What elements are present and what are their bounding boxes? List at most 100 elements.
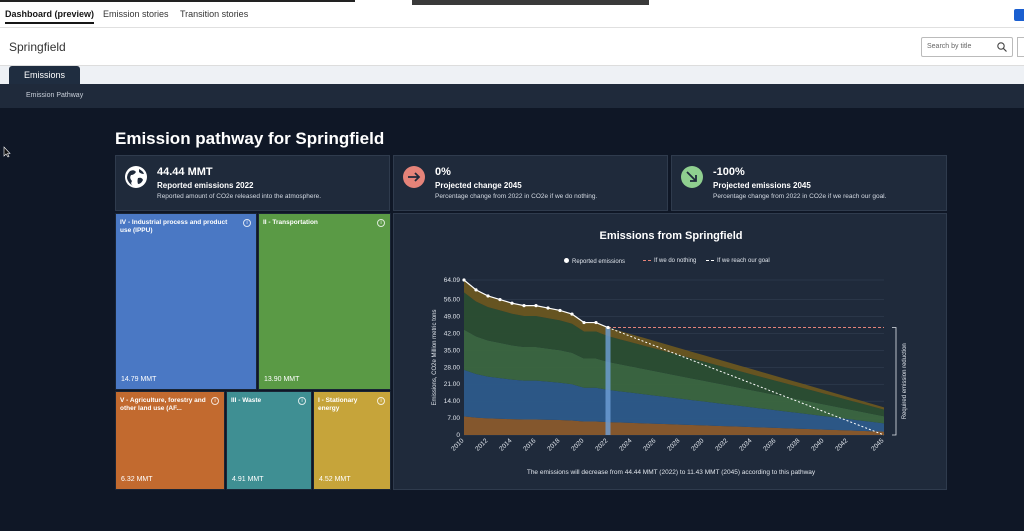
legend-goal[interactable]: If we reach our goal	[706, 258, 770, 264]
x-tick-label: 2020	[570, 437, 585, 452]
kpi-desc: Reported amount of CO2e released into th…	[157, 193, 322, 200]
sector-value: 14.79 MMT	[121, 376, 157, 383]
mouse-cursor-icon	[3, 146, 11, 158]
reported-point	[510, 301, 514, 305]
reported-point	[474, 288, 478, 292]
legend-do-nothing[interactable]: If we do nothing	[643, 258, 696, 264]
legend-label: If we do nothing	[654, 258, 697, 264]
chart-title: Emissions from Springfield	[599, 230, 743, 242]
emission-series-area	[464, 416, 884, 435]
x-tick-label: 2034	[738, 437, 753, 452]
sector-name: III - Waste	[231, 397, 262, 404]
kpi-value: -100%	[713, 166, 745, 178]
legend-reported[interactable]: Reported emissions	[564, 258, 625, 265]
x-tick-label: 2022	[594, 437, 609, 452]
sector-tile-ippu[interactable]: IV - Industrial process and product use …	[115, 213, 257, 390]
emission-series-area	[464, 329, 884, 424]
search-icon	[997, 42, 1007, 52]
info-icon[interactable]: i	[298, 397, 306, 405]
sector-tile-transportation[interactable]: II - Transportation i 13.90 MMT	[258, 213, 391, 390]
top-nav-bar: Dashboard (preview) Emission stories Tra…	[0, 0, 1024, 28]
filter-button[interactable]	[1017, 37, 1024, 57]
reported-point	[486, 294, 490, 298]
sector-name: I - Stationary energy	[318, 397, 358, 412]
emission-series-area	[464, 280, 884, 410]
reported-point	[522, 304, 526, 308]
kpi-value: 0%	[435, 166, 451, 178]
kpi-reported-emissions: 44.44 MMT Reported emissions 2022 Report…	[115, 155, 390, 211]
sector-value: 13.90 MMT	[264, 376, 300, 383]
emissions-area-chart: 0 7.00 14.00 21.00 28.00 35.00 42.00 49.00 56.00…	[432, 277, 908, 453]
sector-name: II - Transportation	[263, 219, 318, 226]
reported-point	[534, 304, 538, 308]
sector-tile-waste[interactable]: III - Waste i 4.91 MMT	[226, 391, 312, 490]
top-edge-strip	[0, 0, 355, 2]
legend-dash-icon	[706, 259, 714, 261]
y-tick-label: 0	[456, 432, 460, 439]
window-chrome-strip	[412, 0, 649, 5]
nav-emission-stories[interactable]: Emission stories	[103, 9, 169, 19]
y-tick-label: 28.00	[444, 364, 461, 371]
y-tick-label: 64.09	[444, 277, 461, 284]
year-highlight-bar	[605, 327, 611, 435]
y-tick-label: 14.00	[444, 398, 461, 405]
goal-line	[607, 327, 885, 436]
sector-value: 4.91 MMT	[232, 476, 264, 483]
sub-nav: Emission Pathway	[0, 84, 1024, 108]
kpi-label: Projected change 2045	[435, 181, 522, 190]
emission-series-area	[464, 292, 884, 417]
globe-icon	[125, 166, 147, 188]
search-input[interactable]: Search by title	[921, 37, 1013, 57]
x-tick-label: 2018	[546, 437, 561, 452]
tab-emissions[interactable]: Emissions	[9, 66, 80, 86]
x-tick-label: 2040	[810, 437, 825, 452]
kpi-value: 44.44 MMT	[157, 166, 213, 178]
legend-dash-icon	[643, 259, 651, 261]
subnav-emission-pathway[interactable]: Emission Pathway	[26, 92, 84, 99]
nav-dashboard[interactable]: Dashboard (preview)	[5, 9, 95, 24]
y-tick-label: 42.00	[444, 330, 461, 337]
primary-action-button[interactable]	[1014, 9, 1024, 21]
sector-name: IV - Industrial process and product use …	[120, 219, 228, 234]
y-tick-label: 21.00	[444, 381, 461, 388]
x-tick-label: 2030	[690, 437, 705, 452]
sector-tile-stationary-energy[interactable]: I - Stationary energy i 4.52 MMT	[313, 391, 391, 490]
x-tick-label: 2042	[834, 437, 849, 452]
chart-caption: The emissions will decrease from 44.44 M…	[526, 469, 816, 476]
reported-point	[606, 325, 610, 330]
x-tick-label: 2036	[762, 437, 777, 452]
sector-value: 6.32 MMT	[121, 476, 153, 483]
info-icon[interactable]: i	[243, 219, 251, 227]
reported-point	[462, 278, 466, 282]
x-tick-label: 2045	[870, 437, 885, 452]
reported-point	[570, 312, 574, 316]
reduction-bracket	[892, 327, 897, 436]
y-axis-label: Emissions, CO2e Million metric tons	[432, 309, 438, 405]
kpi-projected-change: 0% Projected change 2045 Percentage chan…	[393, 155, 668, 211]
y-tick-label: 7.00	[447, 415, 460, 422]
sector-tile-afolu[interactable]: V - Agriculture, forestry and other land…	[115, 391, 225, 490]
legend-label: Reported emissions	[572, 259, 626, 265]
x-tick-label: 2038	[786, 437, 801, 452]
x-tick-label: 2012	[474, 437, 489, 452]
kpi-desc: Percentage change from 2022 in CO2e if w…	[435, 193, 598, 200]
x-tick-label: 2032	[714, 437, 729, 452]
reduction-label: Required emission reduction	[902, 343, 908, 419]
reported-point	[582, 320, 586, 325]
search-placeholder: Search by title	[927, 43, 972, 50]
page-title: Emission pathway for Springfield	[115, 129, 385, 148]
city-name: Springfield	[9, 40, 66, 54]
reported-point	[498, 297, 502, 302]
x-tick-label: 2028	[666, 437, 681, 452]
reported-point	[558, 308, 562, 313]
x-tick-label: 2010	[450, 437, 465, 452]
info-icon[interactable]: i	[211, 397, 219, 405]
nav-transition-stories[interactable]: Transition stories	[180, 9, 249, 19]
legend-dot-icon	[564, 258, 569, 263]
reported-point	[546, 306, 550, 310]
x-tick-label: 2024	[618, 437, 633, 452]
info-icon[interactable]: i	[377, 397, 385, 405]
arrow-down-right-icon	[681, 166, 703, 188]
x-tick-label: 2026	[642, 437, 657, 452]
info-icon[interactable]: i	[377, 219, 385, 227]
